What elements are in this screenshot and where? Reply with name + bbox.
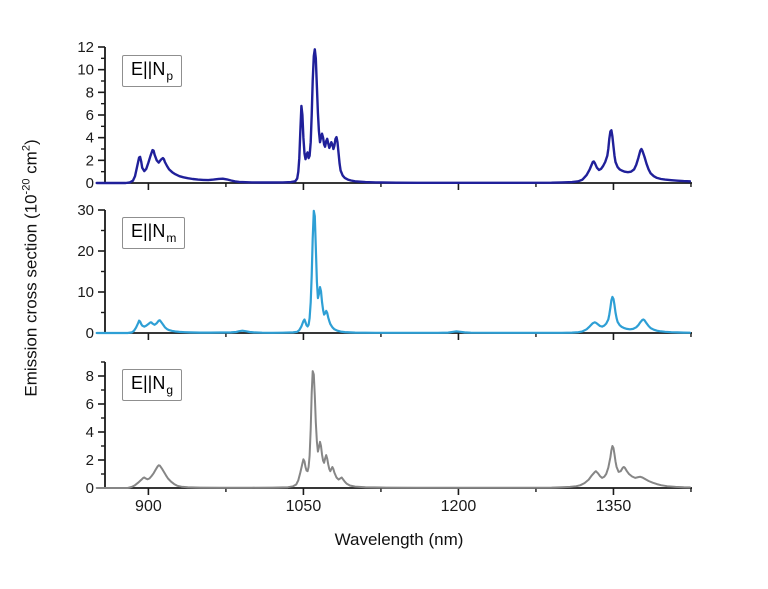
panel-label-np-text: E||N	[131, 59, 166, 79]
panel-label-np-subscript: p	[166, 69, 174, 83]
panel-label-nm-subscript: m	[166, 231, 177, 245]
y-tick-label: 0	[86, 480, 94, 497]
y-tick-label: 0	[86, 175, 94, 192]
panel-label-nm-text: E||N	[131, 221, 166, 241]
y-tick-label: 0	[86, 325, 94, 342]
y-axis-title-exponent: -20	[20, 178, 33, 195]
y-tick-label: 10	[77, 62, 94, 79]
spectrum-curve-enp	[95, 48, 692, 185]
panel-label-ng: E||Ng	[122, 369, 183, 401]
axis-frame	[104, 210, 692, 334]
y-tick-label: 8	[86, 84, 94, 101]
y-tick-label: 6	[86, 396, 94, 413]
panel-label-nm: E||Nm	[122, 217, 186, 249]
x-tick-label: 1200	[441, 498, 477, 515]
y-axis-title-text: Emission cross section (10	[21, 194, 41, 397]
y-tick-label: 2	[86, 152, 94, 169]
y-tick-label: 6	[86, 107, 94, 124]
y-axis-title: Emission cross section (10-20 cm2)	[21, 139, 42, 396]
spectrum-curve-eng	[95, 370, 691, 489]
panel-label-ng-text: E||N	[131, 373, 166, 393]
spectrum-curve-enm	[95, 209, 691, 335]
y-tick-label: 10	[77, 284, 94, 301]
y-tick-label: 4	[86, 130, 94, 147]
panel-label-np: E||Np	[122, 55, 183, 87]
y-tick-label: 2	[86, 452, 94, 469]
y-tick-label: 30	[77, 202, 94, 219]
y-axis-title-close: )	[21, 139, 41, 146]
panel-label-ng-subscript: g	[166, 383, 174, 397]
y-tick-label: 12	[77, 39, 94, 56]
x-tick-label: 900	[135, 498, 162, 515]
y-tick-label: 4	[86, 424, 94, 441]
x-tick-label: 1050	[286, 498, 322, 515]
x-axis-title: Wavelength (nm)	[334, 530, 464, 549]
y-tick-label: 8	[86, 368, 94, 385]
y-axis-title-unit: cm	[21, 151, 41, 179]
y-axis-title-unit-exponent: 2	[20, 145, 33, 152]
axis-frame	[104, 362, 692, 489]
x-tick-label: 1350	[596, 498, 632, 515]
y-tick-label: 20	[77, 243, 94, 260]
